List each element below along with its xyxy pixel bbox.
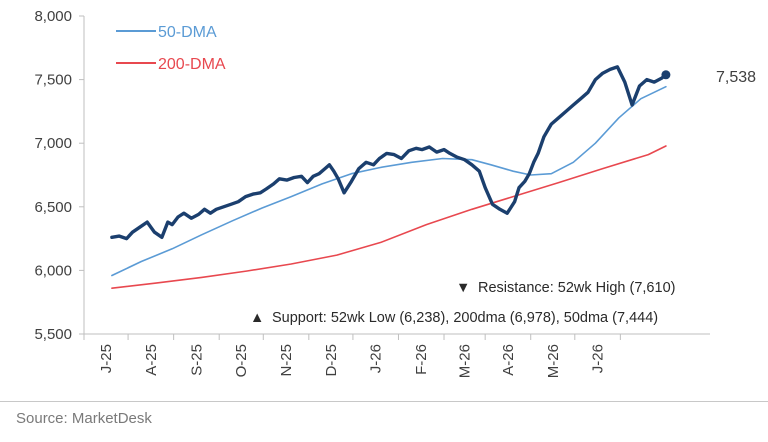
annotation-support: ▲ Support: 52wk Low (6,238), 200dma (6,9… [250, 310, 658, 326]
source-divider [0, 401, 768, 402]
x-tick-label: N-25 [278, 344, 295, 377]
x-tick-label: S-25 [188, 344, 205, 376]
last-value-label: 7,538 [716, 69, 756, 86]
legend: 50-DMA 200-DMA [116, 24, 226, 73]
x-tick-label: M-26 [457, 344, 474, 378]
x-tick-label: A-26 [500, 344, 517, 376]
chart: 5,500 6,000 6,500 7,000 7,500 8,000 J-25 A-25 S… [34, 8, 756, 378]
y-axis: 5,500 6,000 6,500 7,000 7,500 8,000 [34, 8, 85, 343]
y-tick-label: 5,500 [34, 326, 72, 343]
support-marker: ▲ [250, 310, 264, 326]
source-note: Source: MarketDesk [16, 410, 152, 427]
price-line [110, 65, 668, 241]
y-tick-label: 8,000 [34, 8, 72, 25]
x-tick-label: O-25 [233, 344, 250, 377]
legend-label-200dma: 200-DMA [158, 56, 226, 73]
support-text: Support: 52wk Low (6,238), 200dma (6,978… [272, 310, 658, 326]
x-tick-label: J-26 [368, 344, 385, 373]
dma-50-line [111, 85, 667, 277]
x-tick-label: F-26 [413, 344, 430, 375]
y-tick-label: 7,500 [34, 72, 72, 89]
x-tick-label: M-26 [545, 344, 562, 378]
y-tick-label: 6,500 [34, 199, 72, 216]
annotation-resistance: ▼ Resistance: 52wk High (7,610) [456, 280, 675, 296]
x-tick-label: J-25 [98, 344, 115, 373]
x-tick-label: A-25 [143, 344, 160, 376]
x-tick-label: J-26 [590, 344, 607, 373]
resistance-text: Resistance: 52wk High (7,610) [478, 280, 675, 296]
y-tick-label: 7,000 [34, 135, 72, 152]
x-tick-label: D-25 [323, 344, 340, 377]
dma-200-line [111, 145, 667, 290]
y-tick-label: 6,000 [34, 262, 72, 279]
x-axis: J-25 A-25 S-25 O-25 N-25 D-25 J-26 F-26 M-26 A-26… [83, 333, 710, 378]
resistance-marker: ▼ [456, 280, 470, 296]
legend-label-50dma: 50-DMA [158, 24, 217, 41]
last-value-marker [661, 70, 671, 80]
series-layer [110, 65, 671, 290]
